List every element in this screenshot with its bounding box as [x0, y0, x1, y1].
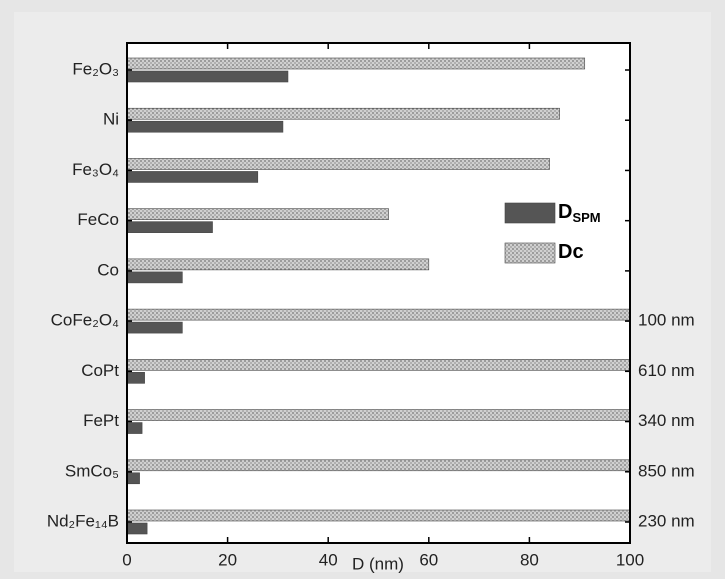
x-tick-label: 20: [218, 550, 237, 569]
bar: [127, 459, 630, 472]
bar: [127, 221, 213, 233]
x-axis-label: D (nm): [352, 554, 404, 573]
x-tick-label: 80: [520, 550, 539, 569]
y-tick-label: FeCo: [77, 210, 119, 229]
bar: [127, 70, 289, 83]
y-tick-label: CoPt: [81, 361, 119, 380]
y-tick-label: SmCo₅: [65, 461, 119, 480]
bar: [127, 171, 259, 183]
x-tick-label: 40: [319, 550, 338, 569]
value-label: 610 nm: [638, 361, 695, 380]
legend-label: DSPM: [558, 201, 601, 225]
y-tick-label: Co: [97, 260, 119, 279]
bar: [127, 522, 148, 535]
bar: [127, 57, 586, 70]
y-tick-label: CoFe₂O₄: [51, 311, 119, 330]
bar: [127, 422, 143, 434]
value-label: 340 nm: [638, 411, 695, 430]
bar: [127, 509, 630, 522]
legend-swatch: [504, 242, 556, 264]
bar: [127, 472, 140, 485]
value-label: 230 nm: [638, 511, 695, 530]
legend-label: Dc: [558, 241, 584, 263]
value-label: 850 nm: [638, 461, 695, 480]
bar: [127, 271, 183, 284]
bar: [127, 120, 284, 133]
value-label: 100 nm: [638, 311, 695, 330]
bar: [127, 107, 560, 120]
bar: [127, 308, 630, 321]
bar: [127, 321, 183, 334]
bar: [127, 409, 630, 421]
bar: [127, 208, 389, 220]
y-tick-label: FePt: [83, 411, 119, 430]
y-tick-label: Fe₂O₃: [72, 59, 119, 78]
legend-swatch: [504, 202, 556, 224]
y-tick-label: Nd₂Fe₁₄B: [47, 511, 119, 530]
bar: [127, 372, 145, 384]
plot-frame: [126, 42, 631, 544]
x-tick-label: 100: [616, 550, 644, 569]
bar: [127, 158, 550, 170]
y-tick-label: Fe₃O₄: [72, 160, 119, 179]
bar: [127, 258, 430, 271]
x-tick-label: 0: [122, 550, 131, 569]
bar: [127, 359, 630, 371]
x-tick-label: 60: [419, 550, 438, 569]
y-tick-label: Ni: [103, 110, 119, 129]
